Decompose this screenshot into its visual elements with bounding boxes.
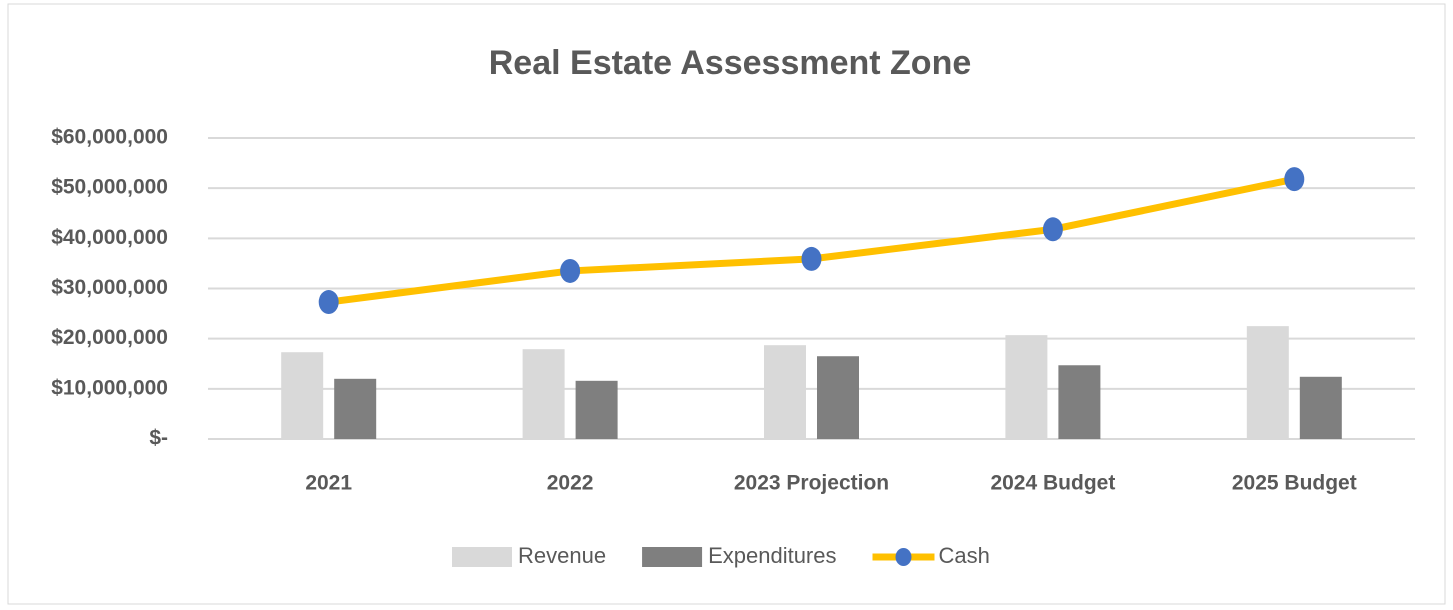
y-tick-label: $10,000,000 (51, 376, 168, 399)
legend-marker (895, 548, 912, 566)
bar (1058, 365, 1101, 439)
bar (764, 345, 806, 439)
y-tick-label: $20,000,000 (51, 326, 168, 349)
marker (801, 246, 822, 271)
chart-title: Real Estate Assessment Zone (489, 44, 972, 82)
bar (281, 352, 324, 439)
bar (575, 380, 618, 439)
bar (1299, 376, 1342, 439)
legend-swatch (452, 547, 512, 567)
marker (560, 258, 581, 283)
y-tick-label: $60,000,000 (51, 126, 168, 149)
x-tick-label: 2024 Budget (990, 472, 1115, 495)
bar (817, 356, 859, 439)
marker (1042, 217, 1063, 242)
bar (1005, 335, 1048, 439)
x-tick-label: 2023 Projection (734, 472, 889, 495)
x-tick-label: 2022 (547, 472, 594, 495)
legend-label: Revenue (518, 543, 606, 568)
x-tick-label: 2021 (305, 472, 352, 495)
bar (1246, 326, 1289, 439)
marker (318, 290, 339, 315)
x-tick-label: 2025 Budget (1232, 472, 1357, 495)
bar (522, 349, 565, 439)
marker (1284, 167, 1305, 192)
bar (334, 378, 377, 439)
y-tick-label: $50,000,000 (51, 176, 168, 199)
legend-label: Cash (939, 543, 990, 568)
y-tick-label: $- (149, 427, 168, 450)
legend-swatch (642, 547, 703, 567)
legend-label: Expenditures (708, 543, 836, 568)
chart-frame (7, 3, 1446, 605)
y-tick-label: $40,000,000 (51, 226, 168, 249)
y-tick-label: $30,000,000 (51, 276, 168, 299)
